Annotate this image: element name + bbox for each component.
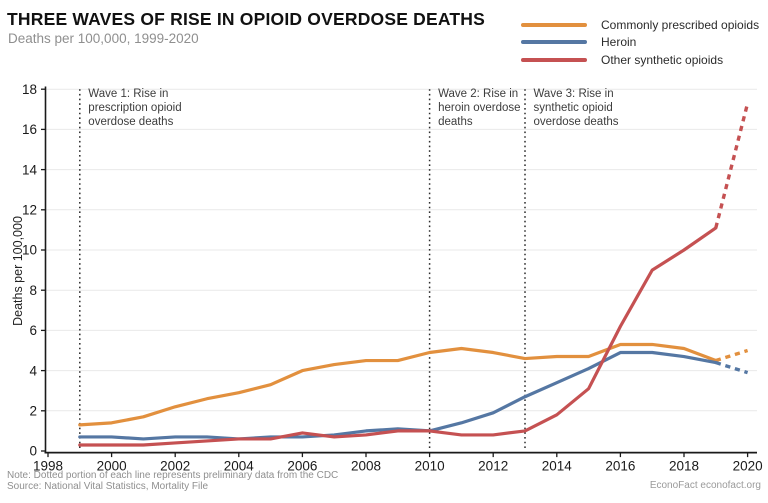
y-tick-label-8: 8: [29, 283, 37, 298]
attribution: EconoFact econofact.org: [649, 480, 761, 491]
series-line-synthetic: [78, 226, 718, 447]
wave-2-annotation: Wave 2: Rise in heroin overdose deaths: [438, 88, 520, 128]
y-tick-label-18: 18: [22, 82, 37, 97]
footnote-source: Source: National Vital Statistics, Morta…: [7, 481, 209, 492]
wave-1-annotation: Wave 1: Rise in prescription opioid overdo…: [88, 88, 181, 128]
x-tick-label-2010: 2010: [415, 459, 445, 474]
x-tick-label-2012: 2012: [478, 459, 508, 474]
legend-swatch-synthetic: [521, 57, 587, 62]
y-tick-label-4: 4: [29, 363, 37, 378]
wave-3-annotation: Wave 3: Rise in synthetic opioid overdose …: [534, 88, 619, 128]
y-axis-title: Deaths per 100,000: [11, 216, 25, 326]
y-tick-label-16: 16: [22, 122, 37, 137]
y-tick-label-6: 6: [29, 323, 37, 338]
legend-row-heroin: Heroin: [521, 34, 759, 52]
x-tick-label-2008: 2008: [351, 459, 381, 474]
y-tick-label-10: 10: [22, 243, 37, 258]
series-line-heroin: [78, 350, 718, 441]
series-line-prescribed: [78, 342, 718, 427]
x-tick-label-2018: 2018: [669, 459, 699, 474]
legend-label-prescribed: Commonly prescribed opioids: [601, 17, 760, 32]
legend-row-synthetic: Other synthetic opioids: [521, 51, 759, 69]
legend-label-synthetic: Other synthetic opioids: [601, 52, 724, 67]
x-tick-label-1998: 1998: [33, 459, 63, 474]
y-tick-label-2: 2: [29, 404, 37, 419]
y-tick-label-12: 12: [22, 203, 37, 218]
chart-subtitle: Deaths per 100,000, 1999-2020: [8, 31, 199, 46]
x-tick-label-2020: 2020: [733, 459, 763, 474]
series-line-heroin-preliminary: [715, 360, 749, 375]
series-line-prescribed-preliminary: [715, 348, 749, 363]
legend-swatch-prescribed: [521, 22, 587, 27]
series-line-synthetic-preliminary: [714, 102, 750, 229]
chart-title: THREE WAVES OF RISE IN OPIOID OVERDOSE D…: [7, 9, 485, 29]
x-tick-label-2006: 2006: [287, 459, 317, 474]
y-tick-label-0: 0: [29, 444, 37, 459]
legend-label-heroin: Heroin: [601, 35, 637, 50]
footnote-note: Note: Dotted portion of each line repres…: [7, 470, 339, 481]
x-tick-label-2000: 2000: [97, 459, 127, 474]
legend-row-prescribed: Commonly prescribed opioids: [521, 16, 759, 34]
x-tick-label-2004: 2004: [224, 459, 255, 474]
chart-legend: Commonly prescribed opioids Heroin Other s…: [521, 16, 759, 69]
x-tick-label-2002: 2002: [160, 459, 190, 474]
legend-swatch-heroin: [521, 40, 587, 45]
x-tick-label-2014: 2014: [542, 459, 573, 474]
y-tick-label-14: 14: [22, 162, 38, 177]
x-tick-label-2016: 2016: [605, 459, 635, 474]
